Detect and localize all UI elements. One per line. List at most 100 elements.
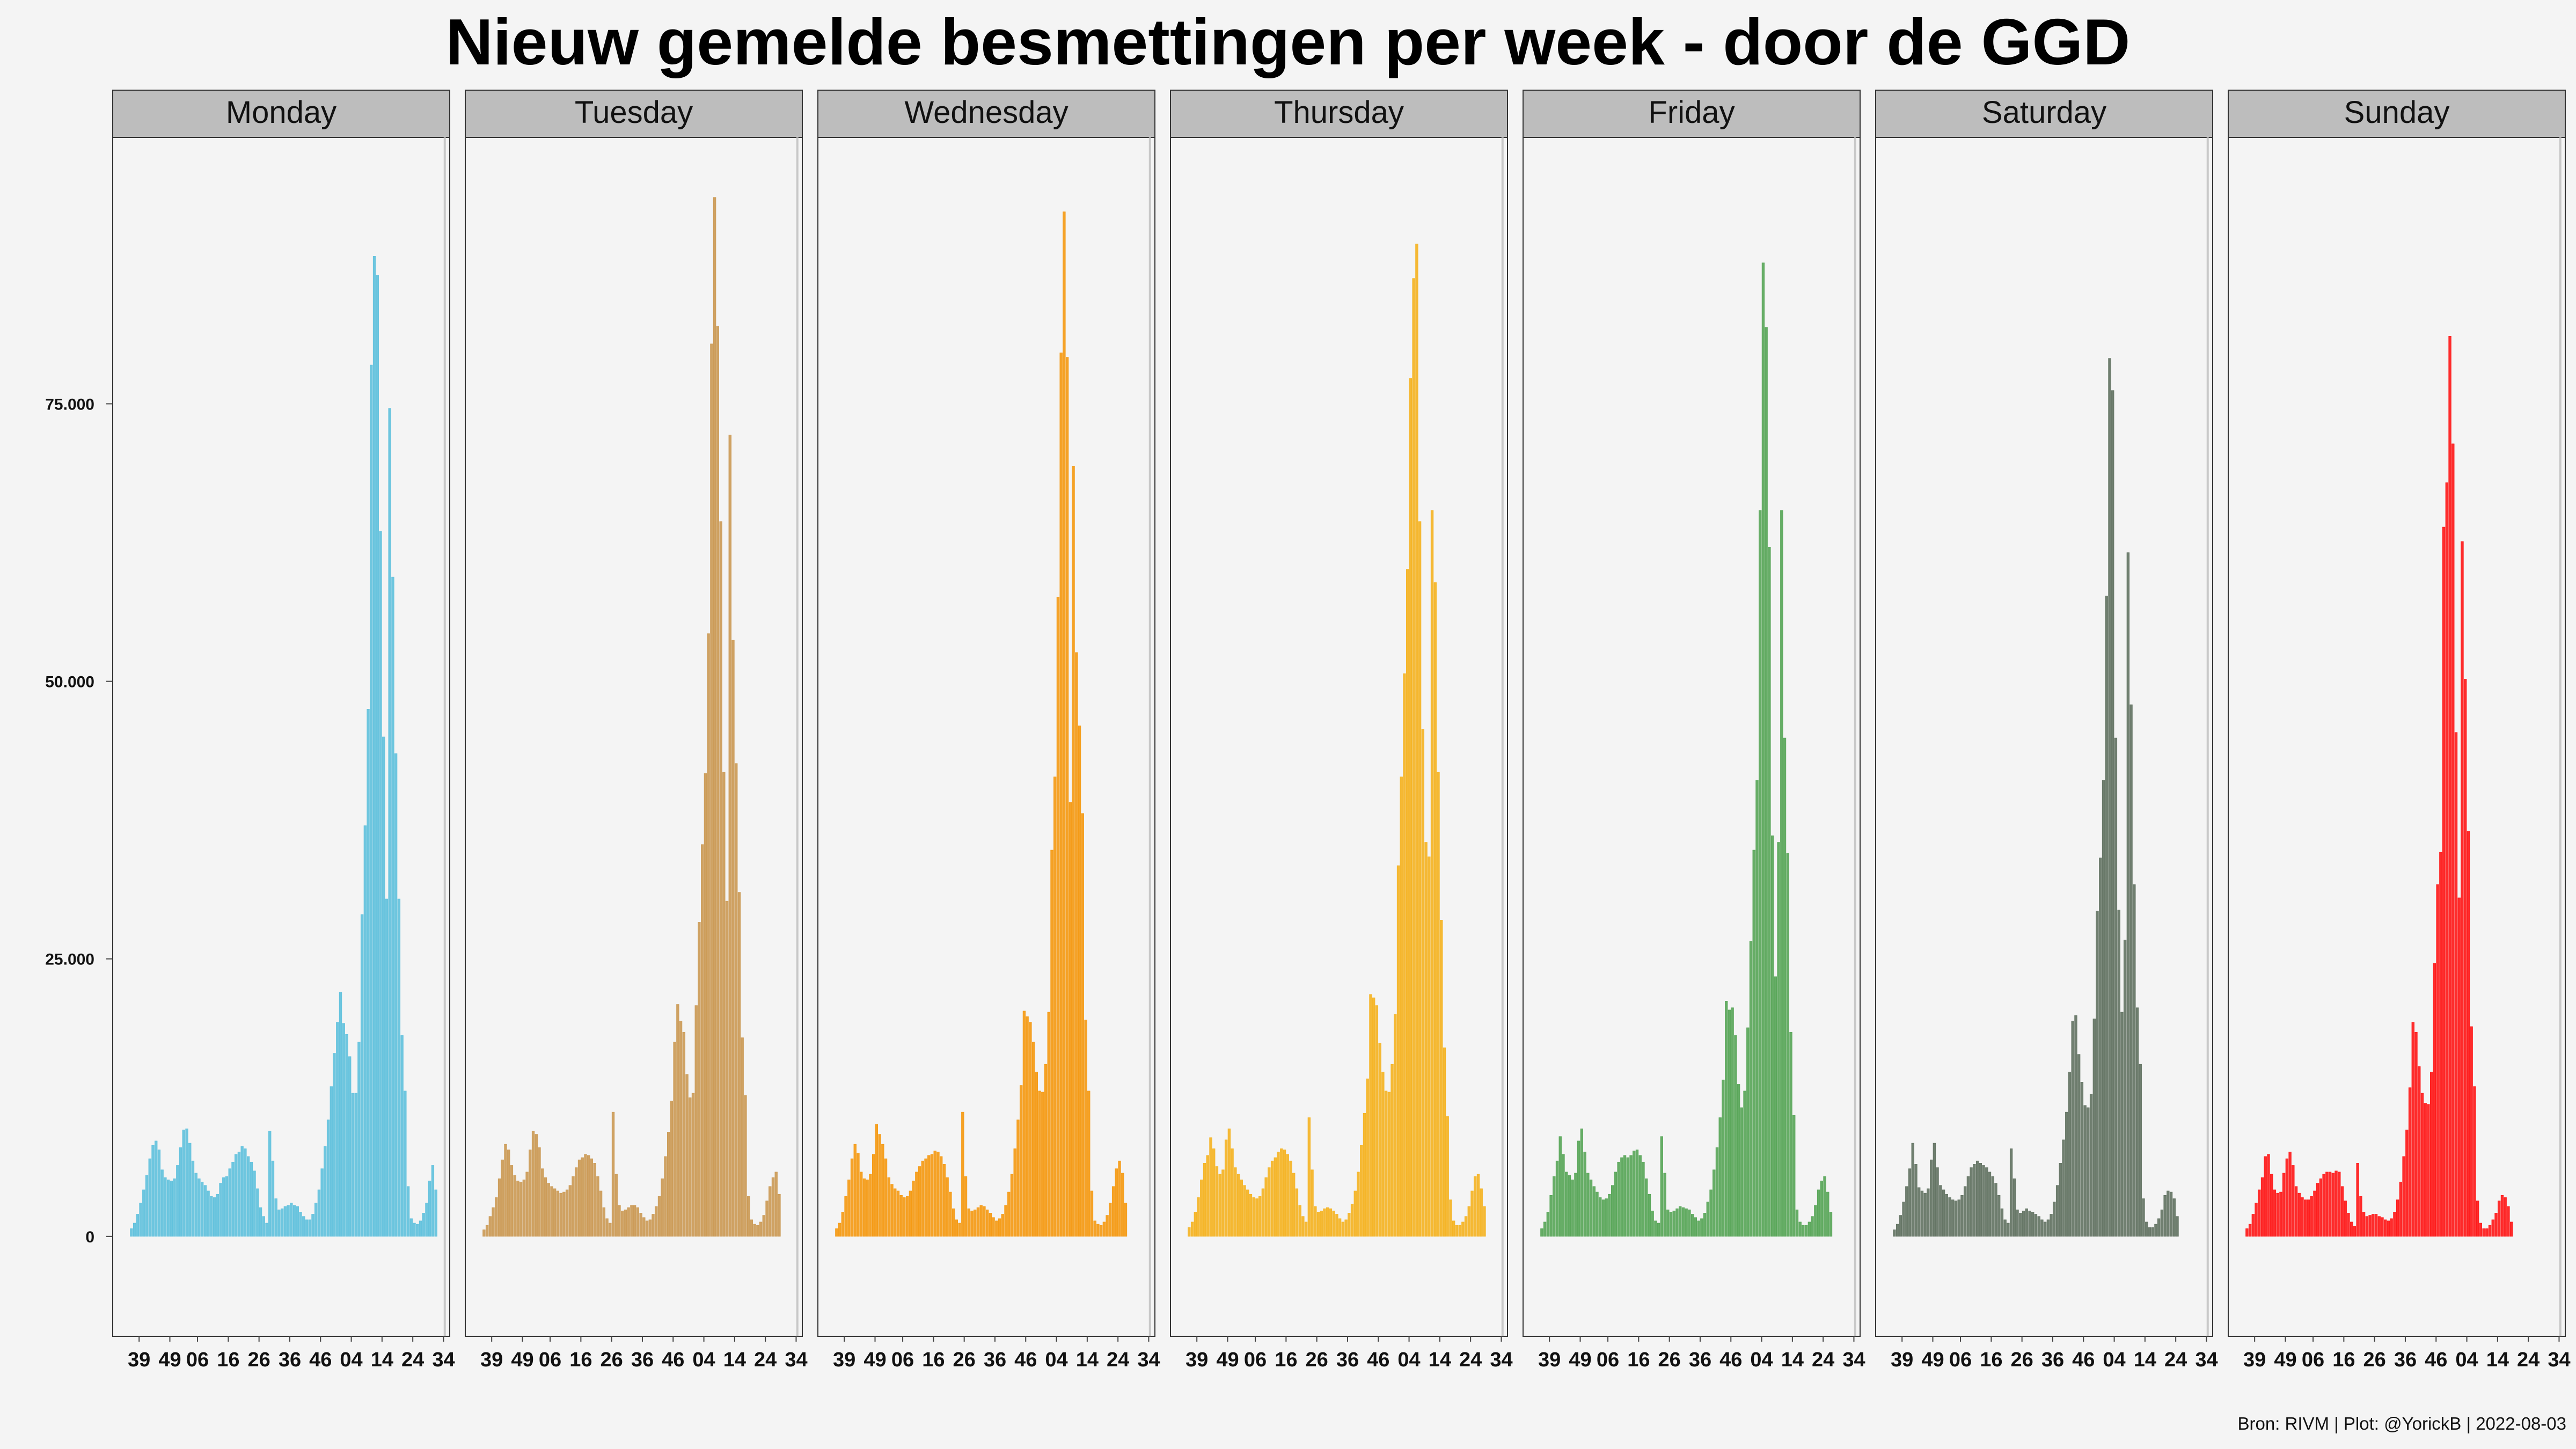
bar bbox=[397, 898, 401, 1237]
bar bbox=[201, 1182, 204, 1237]
bar bbox=[1035, 1072, 1038, 1237]
bar bbox=[2043, 1221, 2047, 1237]
bar bbox=[1283, 1150, 1286, 1237]
bar bbox=[2464, 679, 2467, 1237]
bar bbox=[741, 1037, 744, 1237]
bar bbox=[2248, 1224, 2252, 1237]
x-tick-label: 26 bbox=[2011, 1349, 2033, 1371]
bar bbox=[2498, 1201, 2501, 1237]
bar bbox=[1920, 1190, 1924, 1237]
x-tick-label: 04 bbox=[2103, 1349, 2125, 1371]
bar bbox=[519, 1182, 523, 1237]
bar bbox=[2292, 1165, 2295, 1237]
bar bbox=[1663, 1173, 1666, 1237]
bar bbox=[1369, 994, 1372, 1237]
bar bbox=[728, 435, 731, 1237]
bar bbox=[1372, 997, 1375, 1237]
bar bbox=[2009, 1148, 2013, 1237]
bar bbox=[2050, 1214, 2053, 1237]
bar bbox=[853, 1144, 857, 1237]
bar bbox=[428, 1181, 431, 1237]
bar bbox=[416, 1224, 419, 1237]
bar bbox=[565, 1189, 569, 1237]
bar bbox=[2273, 1189, 2277, 1237]
bar bbox=[2507, 1206, 2510, 1237]
bar bbox=[1038, 1091, 1041, 1237]
bar bbox=[422, 1213, 425, 1237]
bar bbox=[2461, 541, 2464, 1237]
bar bbox=[1666, 1209, 1670, 1237]
bar bbox=[1109, 1203, 1112, 1237]
bar bbox=[835, 1228, 838, 1237]
bar bbox=[497, 1178, 501, 1237]
bar bbox=[2362, 1212, 2366, 1237]
x-tick-label: 06 bbox=[1244, 1349, 1267, 1371]
bar bbox=[1586, 1173, 1590, 1237]
bar bbox=[1562, 1154, 1565, 1237]
bar bbox=[1013, 1148, 1016, 1237]
bar bbox=[1571, 1180, 1574, 1237]
bar bbox=[765, 1201, 769, 1237]
bar bbox=[2126, 552, 2129, 1237]
bar bbox=[1360, 1145, 1363, 1237]
bar bbox=[2120, 1012, 2124, 1237]
x-tick-label: 36 bbox=[2394, 1349, 2417, 1371]
bar bbox=[869, 1174, 872, 1237]
bar bbox=[488, 1216, 492, 1237]
bar bbox=[1020, 1085, 1023, 1237]
bar bbox=[1820, 1181, 1823, 1237]
bar bbox=[1814, 1205, 1817, 1237]
bar bbox=[2482, 1228, 2485, 1237]
x-tick-label: 46 bbox=[1014, 1349, 1037, 1371]
bar bbox=[2255, 1203, 2258, 1237]
bar bbox=[2509, 1221, 2513, 1237]
bar bbox=[501, 1159, 504, 1237]
bar bbox=[1258, 1196, 1262, 1237]
bar bbox=[1329, 1208, 1333, 1237]
bar bbox=[342, 1023, 345, 1237]
x-tick-label: 16 bbox=[1627, 1349, 1650, 1371]
bar bbox=[1412, 278, 1415, 1237]
bar bbox=[2074, 1015, 2077, 1237]
bar bbox=[1041, 1092, 1044, 1237]
bar bbox=[1240, 1180, 1243, 1237]
bar bbox=[2307, 1199, 2310, 1237]
bar bbox=[1264, 1177, 1268, 1237]
bar bbox=[256, 1188, 259, 1237]
x-tick-label: 16 bbox=[1980, 1349, 2002, 1371]
bar bbox=[409, 1218, 413, 1237]
bar bbox=[942, 1164, 946, 1237]
facet-panel-saturday bbox=[1875, 137, 2213, 1337]
bar bbox=[1234, 1167, 1237, 1237]
x-tick-label: 46 bbox=[2425, 1349, 2447, 1371]
bar bbox=[2279, 1191, 2282, 1237]
bar bbox=[1243, 1185, 1246, 1237]
bar bbox=[157, 1150, 161, 1237]
bar bbox=[983, 1206, 986, 1237]
bar bbox=[737, 892, 741, 1237]
bar bbox=[2297, 1192, 2301, 1237]
bar bbox=[287, 1205, 290, 1237]
bar bbox=[1403, 673, 1406, 1237]
bar bbox=[2267, 1154, 2270, 1237]
bar bbox=[2359, 1196, 2362, 1237]
x-tick-label: 34 bbox=[785, 1349, 807, 1371]
bar bbox=[1081, 813, 1084, 1237]
bar bbox=[1236, 1174, 1240, 1237]
bar bbox=[1090, 1190, 1094, 1237]
bar bbox=[2377, 1216, 2381, 1237]
bar bbox=[2031, 1212, 2035, 1237]
bar bbox=[2053, 1202, 2056, 1237]
bar bbox=[933, 1151, 936, 1237]
facet-strip-wednesday bbox=[817, 90, 1155, 138]
bar bbox=[985, 1209, 989, 1237]
bar bbox=[139, 1203, 142, 1237]
bar bbox=[2338, 1172, 2341, 1237]
bar bbox=[2454, 732, 2458, 1237]
bar bbox=[1348, 1213, 1351, 1237]
bar bbox=[1589, 1180, 1593, 1237]
bar bbox=[311, 1214, 314, 1237]
bar bbox=[2288, 1152, 2292, 1237]
bar bbox=[878, 1134, 881, 1237]
bar bbox=[979, 1205, 983, 1237]
